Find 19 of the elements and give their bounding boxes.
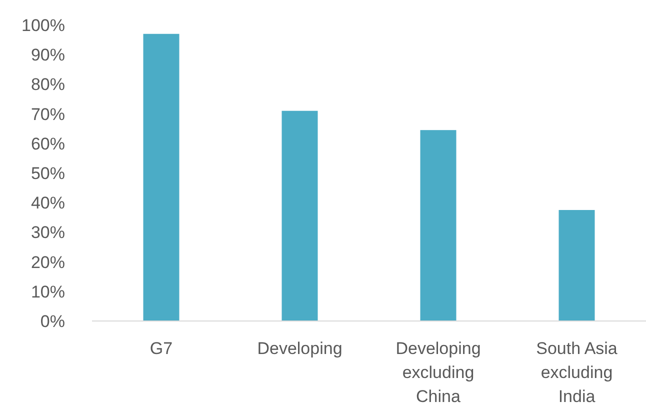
y-tick-label: 0% — [40, 312, 65, 331]
bar — [420, 130, 456, 321]
x-tick-label: Developing — [257, 339, 342, 358]
y-tick-label: 40% — [30, 194, 65, 213]
y-tick-label: 20% — [30, 252, 65, 272]
x-tick-label: South Asia excluding India — [536, 339, 618, 406]
bar — [143, 34, 180, 321]
x-tick-label: Developing excluding China — [396, 339, 481, 406]
y-tick-label: 10% — [30, 282, 65, 302]
y-tick-label: 90% — [30, 46, 65, 65]
y-tick-label: 100% — [22, 16, 65, 35]
x-tick-label: G7 — [150, 339, 173, 358]
y-tick-label: 80% — [30, 75, 65, 94]
y-tick-label: 70% — [30, 104, 65, 124]
bar — [282, 110, 318, 321]
y-tick-label: 50% — [30, 164, 65, 183]
y-tick-label: 30% — [30, 223, 65, 242]
y-tick-label: 60% — [30, 134, 65, 154]
bar — [558, 210, 595, 321]
